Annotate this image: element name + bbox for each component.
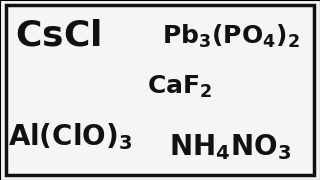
- Text: $\mathbf{CaF_2}$: $\mathbf{CaF_2}$: [147, 73, 212, 100]
- Text: $\mathbf{Al(ClO)_3}$: $\mathbf{Al(ClO)_3}$: [8, 121, 132, 152]
- Text: $\mathbf{Pb_3(PO_4)_2}$: $\mathbf{Pb_3(PO_4)_2}$: [162, 22, 299, 50]
- Text: $\mathbf{NH_4NO_3}$: $\mathbf{NH_4NO_3}$: [169, 133, 292, 163]
- Text: $\mathbf{CsCl}$: $\mathbf{CsCl}$: [15, 19, 100, 53]
